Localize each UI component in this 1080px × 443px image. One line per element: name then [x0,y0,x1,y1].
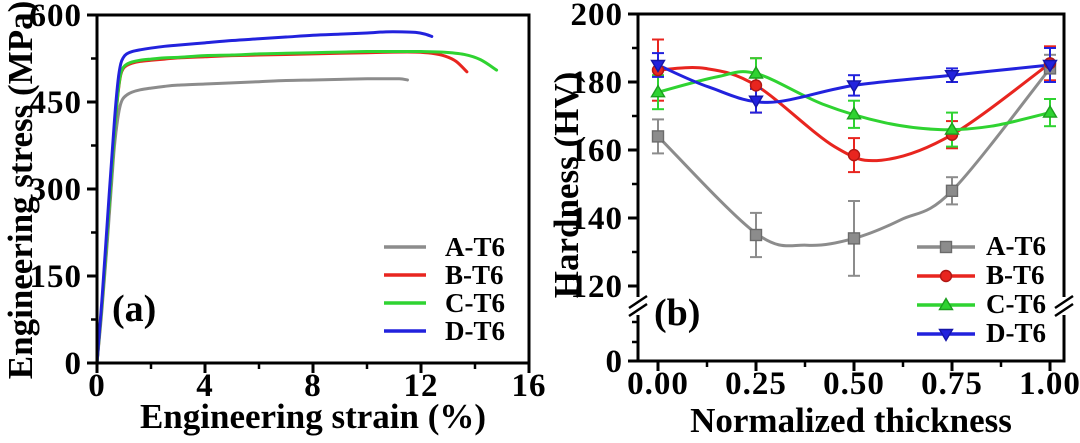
legend-swatch [383,238,427,256]
axis-break-gap [1060,297,1068,315]
tick-label: 0 [65,346,83,382]
legend-label: A-T6 [986,231,1046,261]
square-marker-icon [939,240,953,253]
axis-break-icon [1054,302,1074,318]
tick-label: 140 [571,201,624,237]
legend-panel-b: A-T6 B-T6 C-T6 D-T6 [916,232,1046,348]
tick-label: 150 [30,259,83,295]
legend-item: A-T6 [383,233,505,261]
tick-label: 4 [196,368,214,404]
triangle-down-marker-icon [1042,59,1058,73]
tick-label: 1.00 [1019,366,1080,402]
tick-label: 8 [304,368,322,404]
legend-swatch-graphic [384,245,426,249]
tick-label: 0 [606,344,624,380]
tick-label: 160 [571,133,624,169]
axis-break-icon [628,302,648,318]
triangle-up-marker-icon [748,65,764,79]
square-marker-icon [651,130,665,143]
triangle-down-marker-icon [650,59,666,73]
triangle-down-marker-icon [938,328,954,342]
panel-a-x-axis-title: Engineering strain (%) [139,397,487,436]
tick-label: 0.25 [725,366,787,402]
legend-panel-a: A-T6 B-T6 C-T6 D-T6 [383,233,505,345]
plot-frame [636,12,1066,363]
legend-swatch-graphic [917,328,975,342]
legend-label: A-T6 [445,231,505,262]
legend-item: B-T6 [916,261,1046,290]
legend-swatch-graphic [917,240,975,253]
tick-label: 200 [571,0,624,33]
triangle-down-marker-icon [944,69,960,84]
square-marker-icon [945,184,959,198]
legend-swatch [916,296,976,314]
legend-swatch-graphic [384,329,426,333]
tick-label: 180 [571,65,624,101]
panel-b-x-axis-title: Normalized thickness [690,401,1012,440]
legend-label: D-T6 [445,315,505,346]
panel-a-label: (a) [112,288,157,330]
circle-marker-icon [847,148,861,162]
legend-label: C-T6 [986,289,1046,319]
legend-item: D-T6 [383,317,505,345]
legend-swatch-graphic [917,296,975,310]
curve-D-T6 [656,63,1052,104]
legend-swatch-graphic [384,273,426,277]
legend-item: C-T6 [916,290,1046,319]
legend-swatch [916,267,976,285]
legend-label: D-T6 [986,318,1046,348]
legend-swatch-graphic [384,301,426,305]
legend-label: B-T6 [986,260,1045,290]
triangle-up-marker-icon [944,121,960,135]
triangle-up-marker-icon [846,106,862,120]
legend-item: A-T6 [916,232,1046,261]
legend-item: D-T6 [916,319,1046,348]
legend-swatch [916,325,976,343]
square-marker-icon [749,228,763,242]
legend-swatch [383,322,427,340]
stress-strain-chart: 0 4 8 12 16 0 150 300 450 600 [30,0,547,404]
axis-break-icon [1054,294,1074,310]
legend-item: C-T6 [383,289,505,317]
circle-marker-icon [749,79,763,92]
curve-D-T6 [95,30,434,365]
panel-a-y-axis-title: Engineering stress (MPa) [1,0,40,380]
circle-marker-icon [939,269,953,282]
triangle-up-marker-icon [1042,104,1058,118]
legend-swatch [916,238,976,256]
triangle-up-marker-icon [938,296,954,310]
panel-b-label: (b) [654,292,701,334]
legend-label: B-T6 [445,259,504,290]
tick-label: 0.00 [627,366,689,402]
tick-label: 0 [88,368,106,404]
tick-label: 12 [404,368,439,404]
legend-swatch [383,294,427,312]
hardness-chart: 0.00 0.25 0.50 0.75 1.00 120 140 160 180 200 0 [571,0,1080,402]
tick-label: 0.75 [921,366,983,402]
square-marker-icon [847,232,861,245]
legend-item: B-T6 [383,261,505,289]
tick-label: 16 [512,368,547,404]
legend-label: C-T6 [445,287,505,318]
tick-label: 450 [30,85,83,121]
triangle-down-marker-icon [846,80,862,94]
triangle-down-marker-icon [748,95,764,109]
legend-swatch-graphic [917,269,975,282]
panel-b-y-axis-title: Hardness (HV) [547,71,586,299]
tick-label: 300 [30,172,83,208]
curve-B-T6 [656,61,1052,163]
tick-label: 600 [30,0,83,34]
tick-label: 0.50 [823,366,885,402]
legend-swatch [383,266,427,284]
axis-break-gap [634,297,642,315]
tick-label: 120 [571,269,624,305]
axis-break-icon [628,294,648,310]
triangle-up-marker-icon [650,84,666,98]
